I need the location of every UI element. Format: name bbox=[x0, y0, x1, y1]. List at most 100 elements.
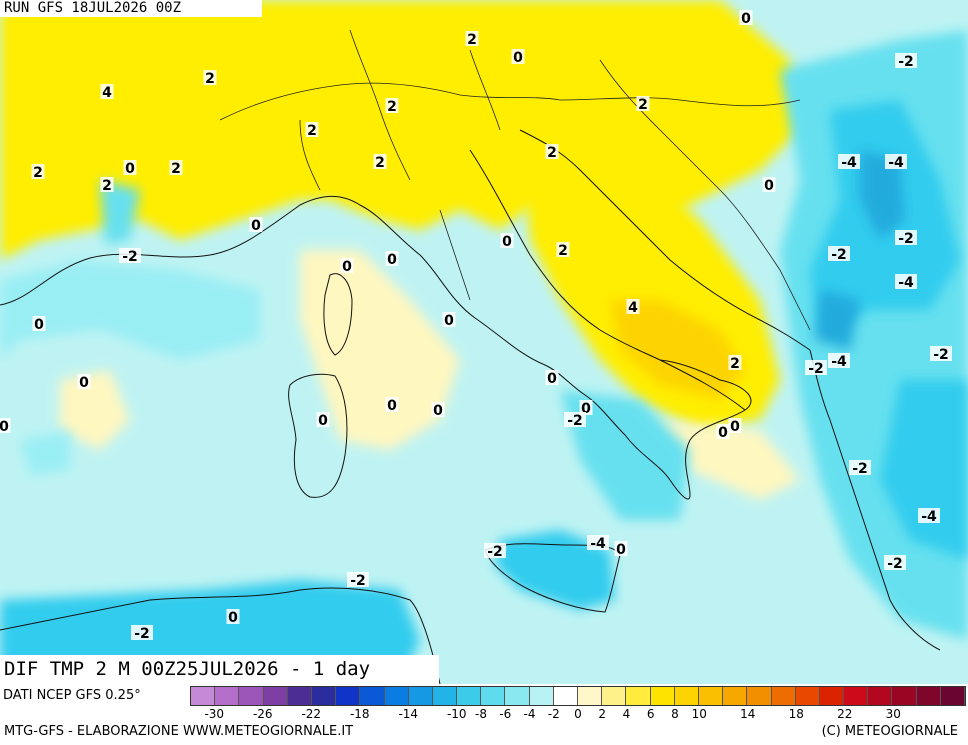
contour-label-bg bbox=[930, 346, 952, 361]
colorbar-tick-label: 22 bbox=[837, 707, 853, 721]
colorbar-tick-label: -10 bbox=[446, 707, 467, 721]
contour-label-bg bbox=[100, 177, 114, 192]
colorbar-tick-label: -2 bbox=[547, 707, 560, 721]
contour-label-bg bbox=[347, 572, 369, 587]
colorbar-swatch bbox=[819, 687, 845, 705]
colorbar-swatch bbox=[360, 687, 385, 705]
contour-label: 0 bbox=[433, 403, 443, 419]
colorbar-swatch bbox=[263, 687, 288, 705]
contour-label: 0 bbox=[513, 50, 523, 66]
contour-label-bg bbox=[169, 160, 183, 175]
contour-label: -4 bbox=[841, 155, 857, 171]
contour-label-bg bbox=[340, 258, 354, 273]
colorbar-swatch bbox=[626, 687, 651, 705]
contour-label: 0 bbox=[502, 234, 512, 250]
colorbar-swatch bbox=[578, 687, 603, 705]
contour-label: -2 bbox=[134, 626, 150, 642]
contour-label: 2 bbox=[558, 243, 568, 259]
contour-label-bg bbox=[587, 535, 609, 550]
contour-label-bg bbox=[895, 274, 917, 289]
colorbar-swatch bbox=[674, 687, 699, 705]
contour-label-bg bbox=[545, 144, 559, 159]
colorbar-swatch bbox=[747, 687, 772, 705]
contour-label: 0 bbox=[79, 375, 89, 391]
colorbar-swatch bbox=[311, 687, 337, 705]
footer-credit: MTG-GFS - ELABORAZIONE WWW.METEOGIORNALE… bbox=[4, 724, 354, 739]
contour-label-bg bbox=[739, 10, 753, 25]
contour-label: 2 bbox=[730, 356, 740, 372]
colorbar-tick-label: 10 bbox=[691, 707, 707, 721]
contour-label-bg bbox=[100, 84, 114, 99]
colorbar-swatch bbox=[457, 687, 482, 705]
contour-label-bg bbox=[373, 154, 387, 169]
contour-label: -4 bbox=[590, 536, 606, 552]
colorbar-swatch bbox=[602, 687, 627, 705]
contour-label: 2 bbox=[33, 165, 43, 181]
colorbar-ticks: -30 -26 -22 -18 -14 -10 -8 -6 -4 -2 0 2 4 6 8 10 14 18 22 3… bbox=[190, 707, 966, 723]
contour-label: 0 bbox=[387, 252, 397, 268]
contour-label-bg bbox=[226, 609, 240, 624]
contour-label-bg bbox=[728, 418, 742, 433]
colorbar-swatch bbox=[892, 687, 917, 705]
colorbar-swatch bbox=[916, 687, 941, 705]
colorbar-swatch bbox=[771, 687, 796, 705]
colorbar-tick-label: -22 bbox=[301, 707, 322, 721]
contour-label-bg bbox=[762, 177, 776, 192]
colorbar-tick-label: -8 bbox=[475, 707, 487, 721]
contour-label-bg bbox=[716, 424, 730, 439]
contour-label-bg bbox=[556, 242, 570, 257]
contour-label-bg bbox=[895, 53, 917, 68]
coastlines bbox=[0, 129, 941, 684]
contour-label: 0 bbox=[616, 542, 626, 558]
colorbar-tick-label: -14 bbox=[398, 707, 419, 721]
contour-label: -2 bbox=[933, 347, 949, 363]
colorbar-legend bbox=[190, 686, 966, 706]
contour-label: -2 bbox=[898, 54, 914, 70]
colorbar-swatch bbox=[698, 687, 724, 705]
contour-label-bg bbox=[31, 164, 45, 179]
contour-label: 2 bbox=[102, 178, 112, 194]
contour-label: 0 bbox=[387, 398, 397, 414]
contour-label-bg bbox=[203, 70, 217, 85]
contour-label: -4 bbox=[888, 155, 904, 171]
contour-label-bg bbox=[884, 555, 906, 570]
colorbar-swatch bbox=[432, 687, 458, 705]
colorbar-tick-label: -4 bbox=[523, 707, 536, 721]
contour-label: 0 bbox=[34, 317, 44, 333]
contour-label: 4 bbox=[102, 85, 112, 101]
contour-label: 0 bbox=[547, 371, 557, 387]
contour-label: -2 bbox=[898, 231, 914, 247]
map-subtitle: DIF TMP 2 M 00Z25JUL2026 - 1 day bbox=[0, 655, 439, 684]
contour-label-bg bbox=[305, 122, 319, 137]
cool-field-sicily bbox=[495, 530, 615, 610]
colorbar-tick-label: 2 bbox=[598, 707, 607, 721]
colorbar-tick-label: 4 bbox=[622, 707, 631, 721]
contour-label-bg bbox=[316, 412, 330, 427]
colorbar-tick-label: -26 bbox=[252, 707, 273, 721]
colorbar-tick-label: 0 bbox=[574, 707, 582, 721]
colorbar-tick-label: -6 bbox=[499, 707, 512, 721]
contour-label-bg bbox=[249, 217, 263, 232]
contour-label: 2 bbox=[467, 32, 477, 48]
contour-label-bg bbox=[828, 353, 850, 368]
colorbar-tick-label: 8 bbox=[671, 707, 679, 721]
contour-label: 0 bbox=[581, 401, 591, 417]
warm-core bbox=[610, 300, 745, 400]
contour-label: 0 bbox=[444, 313, 454, 329]
colorbar-swatch bbox=[481, 687, 506, 705]
contour-label-bg bbox=[119, 248, 141, 263]
data-source-label: DATI NCEP GFS 0.25° bbox=[3, 688, 141, 703]
colorbar-swatch bbox=[529, 687, 554, 705]
contour-label-bg bbox=[385, 251, 399, 266]
colorbar-tick-label: -30 bbox=[204, 707, 225, 721]
contour-label-bg bbox=[123, 160, 137, 175]
contour-label-bg bbox=[918, 508, 940, 523]
contour-label: 0 bbox=[0, 419, 9, 435]
contour-label-bg bbox=[131, 625, 153, 640]
contour-label: 0 bbox=[718, 425, 728, 441]
colorbar-tick-label: 6 bbox=[646, 707, 655, 721]
contour-label: 0 bbox=[228, 610, 238, 626]
contour-label: 0 bbox=[764, 178, 774, 194]
